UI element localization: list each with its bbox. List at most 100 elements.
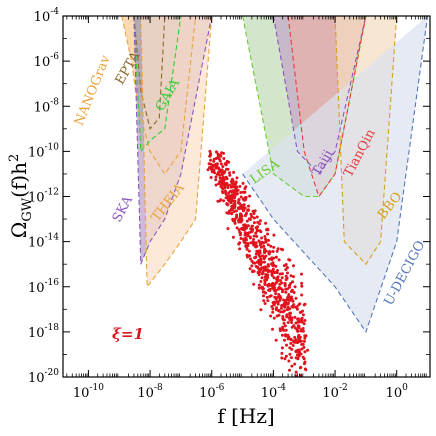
- scatter-point: [293, 335, 297, 339]
- scatter-point: [242, 223, 246, 227]
- scatter-point: [237, 198, 241, 202]
- scatter-point: [300, 319, 304, 323]
- scatter-point: [283, 357, 287, 361]
- scatter-point: [255, 234, 259, 238]
- scatter-point: [224, 196, 228, 200]
- scatter-point: [257, 249, 261, 253]
- scatter-point: [219, 198, 223, 202]
- scatter-point: [292, 291, 296, 294]
- scatter-point: [222, 199, 226, 203]
- scatter-point: [286, 298, 290, 302]
- scatter-point: [258, 222, 261, 226]
- scatter-point: [283, 284, 287, 288]
- scatter-point: [272, 233, 276, 237]
- scatter-point: [286, 307, 290, 311]
- scatter-point: [248, 218, 252, 221]
- scatter-point: [303, 360, 307, 364]
- label-nanograv: NANOGrav: [72, 53, 114, 128]
- scatter-point: [271, 261, 275, 265]
- scatter-point: [216, 199, 220, 203]
- scatter-point: [266, 283, 270, 287]
- scatter-point: [239, 191, 243, 194]
- scatter-point: [263, 281, 267, 285]
- scatter-point: [288, 368, 291, 372]
- scatter-point: [250, 215, 254, 219]
- x-axis-label: f [Hz]: [217, 404, 274, 428]
- scatter-point: [221, 191, 225, 195]
- scatter-point: [285, 266, 289, 269]
- scatter-point: [218, 159, 222, 163]
- scatter-point: [259, 280, 263, 283]
- region-edge-gaia: [133, 16, 182, 153]
- scatter-point: [276, 247, 280, 251]
- scatter-point: [274, 338, 278, 342]
- scatter-point: [246, 232, 250, 236]
- scatter-point: [252, 282, 256, 286]
- scatter-point: [208, 154, 212, 158]
- scatter-point: [244, 212, 248, 216]
- scatter-point: [220, 173, 224, 177]
- scatter-point: [254, 241, 258, 245]
- scatter-point: [242, 208, 246, 212]
- scatter-point: [263, 279, 267, 283]
- scatter-point: [241, 197, 245, 201]
- scatter-point: [290, 347, 294, 351]
- scatter-point: [268, 289, 272, 292]
- scatter-point: [251, 269, 255, 273]
- scatter-point: [281, 317, 285, 321]
- scatter-point: [276, 302, 280, 306]
- scatter-point: [293, 285, 297, 289]
- scatter-point: [232, 194, 236, 198]
- scatter-point: [273, 286, 277, 290]
- scatter-point: [298, 302, 302, 306]
- scatter-point: [303, 334, 307, 338]
- scatter-point: [252, 238, 256, 241]
- scatter-point: [301, 342, 305, 346]
- scatter-point: [264, 265, 268, 269]
- label-ska: SKA: [110, 193, 136, 225]
- scatter-point: [288, 296, 292, 299]
- scatter-point: [300, 347, 304, 351]
- region-edge-tianqin: [287, 16, 367, 198]
- scatter-point: [225, 177, 229, 181]
- scatter-point: [231, 189, 235, 193]
- scatter-point: [244, 195, 248, 199]
- scatter-point: [283, 338, 286, 342]
- scatter-point: [273, 295, 277, 299]
- scatter-point: [254, 231, 258, 235]
- scatter-point: [290, 288, 294, 292]
- scatter-point: [302, 303, 306, 307]
- scatter-point: [230, 205, 234, 208]
- scatter-point: [288, 318, 292, 322]
- scatter-point: [296, 325, 300, 329]
- scatter-point: [264, 238, 268, 242]
- scatter-point: [253, 209, 257, 213]
- scatter-point: [274, 292, 278, 296]
- scatter-point: [280, 356, 284, 360]
- scatter-point: [277, 258, 281, 262]
- scatter-point: [271, 250, 275, 253]
- y-tick-label: 10-12: [28, 188, 59, 206]
- scatter-point: [292, 275, 295, 279]
- scatter-point: [268, 294, 272, 298]
- scatter-point: [246, 242, 250, 245]
- scatter-point: [259, 245, 263, 249]
- scatter-point: [219, 162, 223, 166]
- scatter-point: [239, 212, 242, 216]
- scatter-point: [252, 212, 256, 215]
- scatter-point: [251, 224, 254, 228]
- scatter-point: [284, 278, 288, 282]
- scatter-point: [237, 228, 241, 232]
- scatter-point: [221, 165, 225, 169]
- scatter-point: [302, 322, 306, 326]
- scatter-point: [291, 344, 295, 347]
- scatter-point: [243, 233, 247, 237]
- scatter-point: [235, 176, 239, 180]
- scatter-point: [264, 240, 268, 244]
- scatter-point: [232, 182, 236, 186]
- scatter-point: [258, 219, 262, 223]
- scatter-point: [265, 295, 269, 299]
- scatter-point: [260, 260, 264, 264]
- scatter-point: [283, 324, 287, 328]
